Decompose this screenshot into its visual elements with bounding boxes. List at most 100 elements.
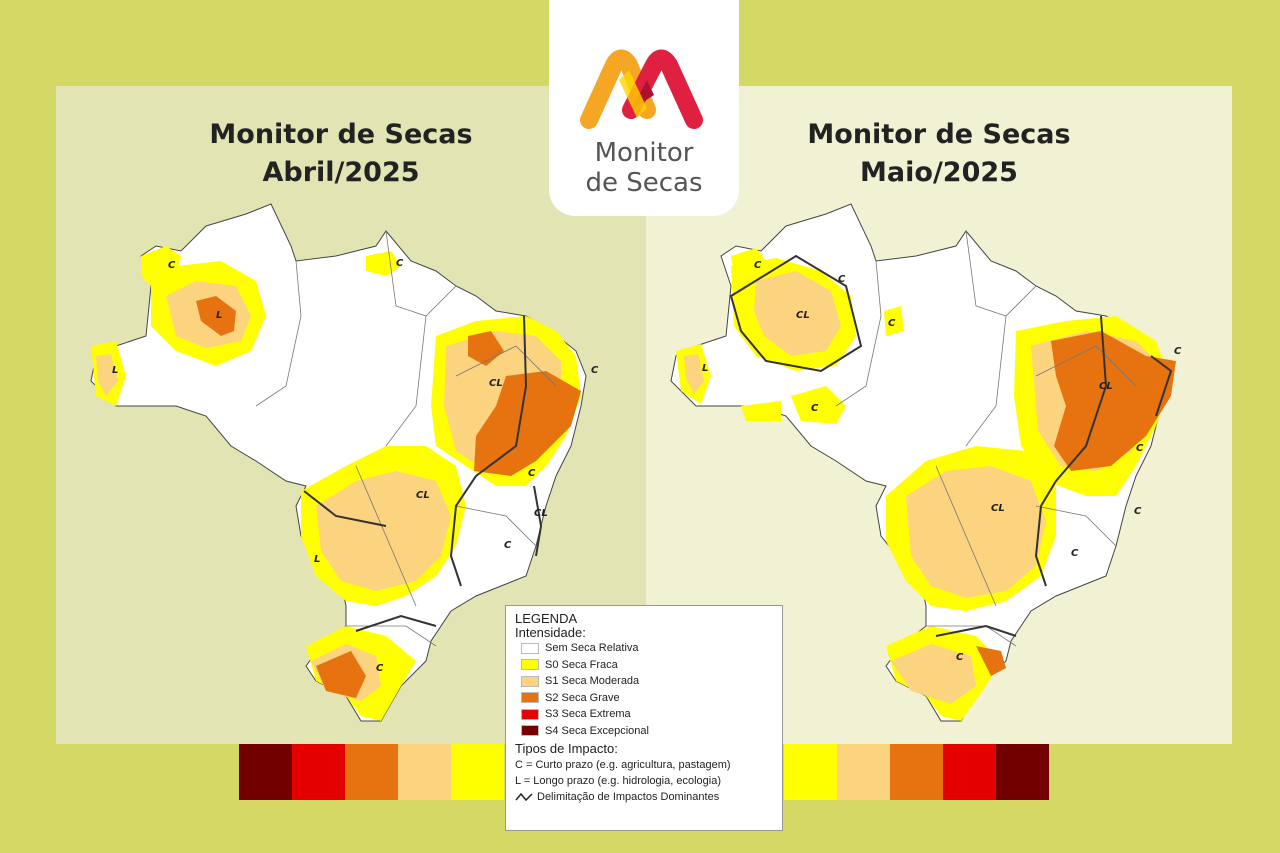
impact-label-c: C: [1136, 443, 1144, 454]
legend-impact-line: Delimitação de Impactos Dominantes: [515, 789, 773, 805]
scale-swatch: [837, 744, 890, 800]
scale-swatch: [943, 744, 996, 800]
legend-impact-title: Tipos de Impacto:: [515, 741, 618, 756]
brazil-drought-map-may: C C CL C L C CL C C CL C C C: [670, 203, 1182, 722]
legend-item-label: S3 Seca Extrema: [545, 708, 631, 721]
impact-label-c: C: [754, 260, 762, 271]
title-line2: Abril/2025: [262, 157, 420, 188]
map-legend: LEGENDA Intensidade: Sem Seca Relativa S0…: [505, 605, 783, 831]
logo-text: Monitor de Secas: [549, 138, 739, 198]
legend-item: S0 Seca Fraca: [515, 657, 773, 674]
impact-label-c: C: [838, 274, 846, 285]
s1-area-west: [96, 354, 118, 396]
scale-swatch: [345, 744, 398, 800]
impact-label-c: C: [396, 258, 404, 269]
legend-items: Sem Seca Relativa S0 Seca Fraca S1 Seca Mo…: [515, 640, 773, 739]
scale-swatch: [292, 744, 345, 800]
impact-label-c: C: [1174, 346, 1182, 357]
impact-label-cl: CL: [534, 508, 548, 519]
legend-title: LEGENDA: [515, 611, 578, 626]
impact-label-l: L: [112, 365, 118, 376]
legend-item-label: S4 Seca Excepcional: [545, 724, 649, 737]
logo-line2: de Secas: [585, 168, 703, 198]
map-panel-april: Monitor de Secas Abril/2025: [56, 86, 646, 744]
logo-line1: Monitor: [594, 138, 694, 168]
map-title-april: Monitor de Secas Abril/2025: [46, 116, 636, 192]
s2-area-northeast: [1051, 331, 1176, 471]
s0-area-roraima: [884, 306, 904, 336]
s2-area-south: [976, 646, 1006, 676]
impact-delimitation-lines: [303, 315, 543, 632]
impact-label-l: L: [702, 363, 708, 374]
scale-swatch: [398, 744, 451, 800]
s2-area-amazon: [196, 296, 236, 336]
scale-swatch: [890, 744, 943, 800]
map-title-may: Monitor de Secas Maio/2025: [646, 116, 1232, 192]
legend-item: S3 Seca Extrema: [515, 706, 773, 723]
legend-item-label: S0 Seca Fraca: [545, 658, 618, 671]
impact-label-c: C: [1134, 506, 1142, 517]
legend-impact-l: L = Longo prazo (e.g. hidrologia, ecolog…: [515, 775, 721, 787]
legend-intensity-title: Intensidade:: [515, 625, 586, 640]
brazil-drought-map-april: C L C L CL C C CL CL C L C: [90, 203, 599, 722]
legend-item-label: S2 Seca Grave: [545, 691, 620, 704]
s0-area-rondonia: [791, 386, 846, 424]
scale-swatch: [996, 744, 1049, 800]
legend-item: S4 Seca Excepcional: [515, 723, 773, 740]
impact-label-c: C: [376, 663, 384, 674]
s1-area-west: [684, 354, 704, 394]
impact-label-l: L: [216, 310, 222, 321]
legend-item: S2 Seca Grave: [515, 690, 773, 707]
scale-swatch: [239, 744, 292, 800]
legend-swatch: [521, 692, 539, 704]
impact-label-cl: CL: [796, 310, 810, 321]
title-line1: Monitor de Secas: [807, 119, 1071, 150]
title-line1: Monitor de Secas: [209, 119, 473, 150]
impact-label-cl: CL: [991, 503, 1005, 514]
legend-swatch: [521, 659, 539, 671]
s1-area-south: [891, 644, 976, 704]
impact-label-c: C: [956, 652, 964, 663]
legend-item-label: S1 Seca Moderada: [545, 675, 640, 688]
s1-area-amazon: [754, 271, 841, 356]
scale-swatch: [784, 744, 837, 800]
legend-swatch: [521, 642, 539, 654]
delimitation-line-icon: [515, 792, 533, 802]
impact-label-c: C: [591, 365, 599, 376]
color-scale-right: [784, 744, 1049, 800]
impact-label-c: C: [888, 318, 896, 329]
logo-m-icon: [580, 49, 703, 129]
legend-item-label: Sem Seca Relativa: [545, 642, 639, 655]
s2-area-northeast: [474, 371, 581, 476]
color-scale-left: [239, 744, 504, 800]
impact-label-c: C: [528, 468, 536, 479]
impact-labels: C L C L CL C C CL CL C L C: [112, 258, 599, 674]
impact-labels: C C CL C L C CL C C CL C C C: [702, 260, 1182, 663]
impact-label-c: C: [811, 403, 819, 414]
s2-area-south: [316, 651, 366, 698]
title-line2: Maio/2025: [860, 157, 1018, 188]
impact-label-c: C: [1071, 548, 1079, 559]
impact-label-l: L: [314, 554, 320, 565]
impact-delimitation-lines: [729, 254, 1173, 637]
s0-area-mt: [741, 401, 781, 421]
impact-label-c: C: [504, 540, 512, 551]
s1-area-central: [906, 466, 1046, 598]
map-panel-may: Monitor de Secas Maio/2025: [646, 86, 1232, 744]
legend-swatch: [521, 708, 539, 720]
legend-swatch: [521, 675, 539, 687]
legend-swatch: [521, 725, 539, 737]
legend-impact-c: C = Curto prazo (e.g. agricultura, pasta…: [515, 759, 731, 771]
s0-area-roraima: [366, 251, 401, 276]
s0-area-north-c: [731, 248, 766, 276]
legend-item: S1 Seca Moderada: [515, 673, 773, 690]
legend-item: Sem Seca Relativa: [515, 640, 773, 657]
state-borders: [255, 230, 557, 647]
scale-swatch: [451, 744, 504, 800]
impact-label-cl: CL: [489, 378, 503, 389]
impact-label-c: C: [168, 260, 176, 271]
s0-area-north-c: [141, 246, 181, 286]
s2-area-north: [468, 331, 504, 366]
legend-impact-line-label: Delimitação de Impactos Dominantes: [537, 791, 720, 803]
impact-label-cl: CL: [416, 490, 430, 501]
